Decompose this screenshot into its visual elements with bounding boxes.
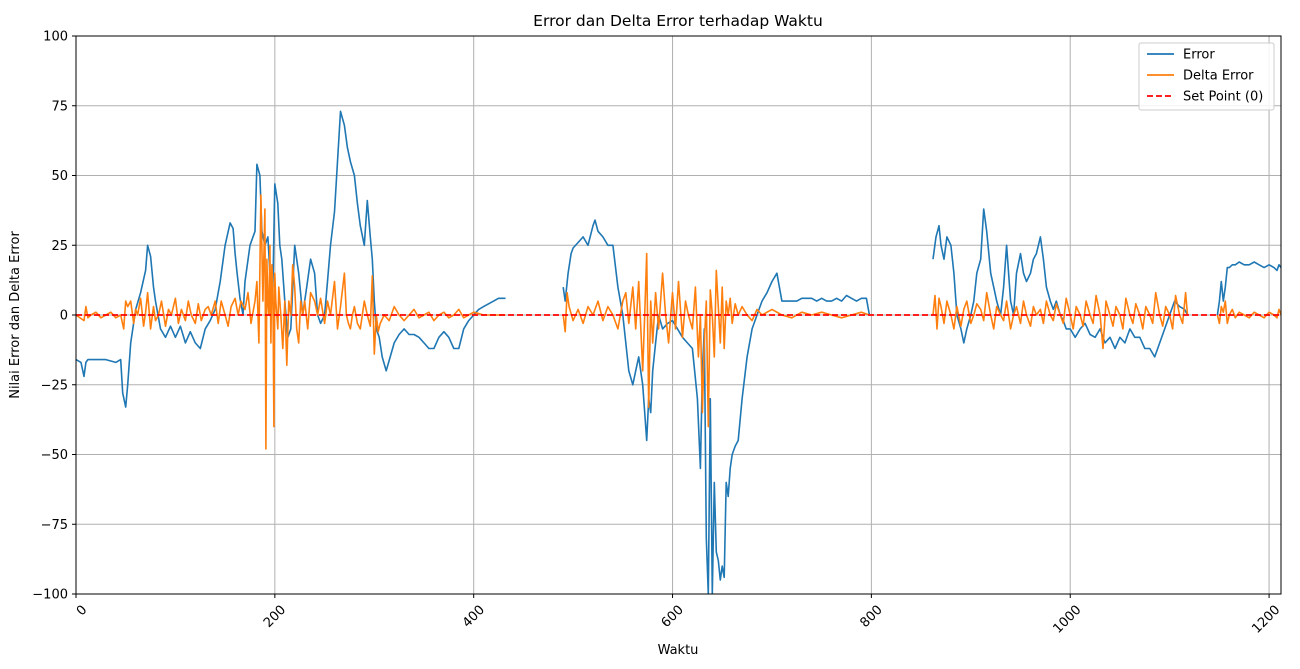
y-tick-label: 100 — [43, 30, 68, 45]
series-line — [1216, 261, 1281, 316]
y-tick-label: 25 — [51, 239, 68, 254]
series-line — [932, 208, 1189, 358]
legend-label: Set Point (0) — [1183, 90, 1263, 105]
legend-box — [1138, 42, 1275, 111]
legend: Error Delta Error Set Point (0) — [1138, 42, 1275, 111]
series-line — [932, 291, 1189, 350]
y-tick-label: 50 — [51, 169, 68, 184]
series-line — [562, 252, 870, 428]
y-tick-label: 0 — [60, 309, 68, 324]
legend-label: Delta Error — [1183, 69, 1254, 84]
y-axis-ticks: −100 −75 −50 −25 0 25 50 75 100 — [32, 30, 76, 603]
chart-title: Error dan Delta Error terhadap Waktu — [533, 12, 823, 30]
y-tick-label: −75 — [41, 518, 68, 533]
series-layer — [76, 110, 1281, 594]
series-line — [76, 194, 506, 450]
y-tick-label: −100 — [32, 588, 68, 603]
series-line — [562, 219, 871, 594]
y-tick-label: −25 — [41, 378, 68, 393]
series-delta-error — [76, 194, 1281, 450]
x-axis-title: Waktu — [658, 643, 699, 658]
y-axis-title: Nilai Error dan Delta Error — [8, 231, 23, 399]
y-tick-label: 75 — [51, 99, 68, 114]
y-tick-label: −50 — [41, 448, 68, 463]
legend-label: Error — [1183, 48, 1215, 63]
